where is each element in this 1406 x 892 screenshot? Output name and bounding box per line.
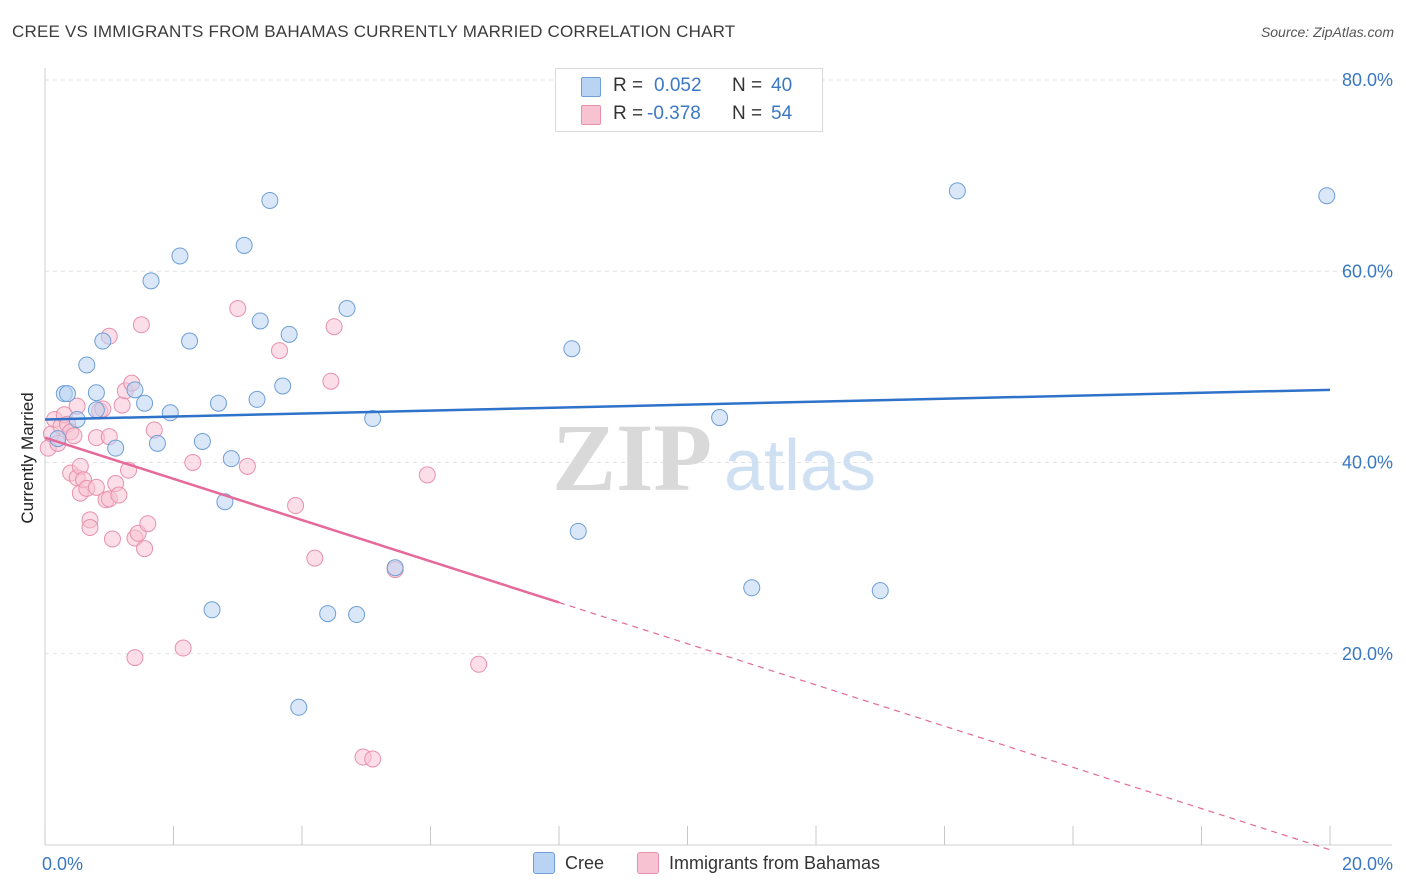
cree-point bbox=[563, 340, 581, 358]
bahamas-legend-swatch bbox=[637, 852, 659, 874]
cree-point bbox=[948, 182, 966, 200]
stats-n-label: N = bbox=[732, 75, 763, 96]
stats-row-cree: R = 0.052 N = 40 bbox=[556, 73, 822, 101]
x-tick-label: 20.0% bbox=[1342, 854, 1393, 874]
stats-r-value: -0.378 bbox=[647, 103, 701, 124]
y-tick-label: 80.0% bbox=[1342, 70, 1393, 90]
bahamas-point bbox=[184, 454, 202, 471]
cree-point bbox=[161, 404, 179, 422]
cree-point bbox=[364, 410, 382, 428]
axes bbox=[44, 68, 1392, 846]
cree-point bbox=[107, 439, 125, 457]
cree-point bbox=[58, 385, 76, 403]
legend-label: Immigrants from Bahamas bbox=[669, 853, 881, 873]
cree-point bbox=[280, 325, 298, 343]
bahamas-point bbox=[136, 540, 154, 558]
bahamas-point bbox=[306, 549, 324, 567]
bahamas-point bbox=[271, 342, 289, 360]
cree-point bbox=[743, 579, 761, 597]
cree-point bbox=[711, 409, 729, 427]
cree-point bbox=[222, 450, 240, 468]
cree-point bbox=[87, 384, 105, 402]
watermark: ZIP atlas bbox=[552, 404, 876, 511]
bahamas-point bbox=[325, 318, 343, 336]
legend-label: Cree bbox=[565, 853, 605, 873]
bahamas-point bbox=[87, 478, 105, 496]
cree-trend-line bbox=[44, 388, 1331, 421]
bahamas-point bbox=[174, 639, 192, 657]
cree-point bbox=[181, 332, 199, 350]
stats-n-value: 54 bbox=[771, 103, 793, 124]
cree-point bbox=[386, 559, 404, 577]
bahamas-point bbox=[238, 457, 256, 475]
cree-point bbox=[1318, 187, 1336, 205]
stats-box: R = 0.052 N = 40 R = -0.378 N = 54 bbox=[555, 68, 823, 132]
cree-point bbox=[871, 582, 889, 600]
bahamas-points bbox=[39, 300, 488, 768]
source-label: Source: ZipAtlas.com bbox=[1260, 24, 1394, 40]
cree-point bbox=[203, 601, 221, 619]
bahamas-point bbox=[229, 300, 247, 318]
bahamas-point bbox=[81, 519, 99, 537]
stats-row-bahamas: R = -0.378 N = 54 bbox=[556, 101, 822, 129]
watermark-zip: ZIP bbox=[552, 404, 712, 511]
stats-n-value: 40 bbox=[771, 75, 793, 96]
y-tick-label: 20.0% bbox=[1342, 644, 1393, 664]
cree-point bbox=[126, 381, 144, 399]
cree-point bbox=[142, 272, 160, 290]
cree-point bbox=[348, 606, 366, 624]
cree-point bbox=[136, 394, 154, 412]
bahamas-point bbox=[65, 427, 83, 445]
grid-lines bbox=[45, 79, 1392, 655]
cree-point bbox=[193, 432, 211, 450]
trend-lines bbox=[44, 388, 1331, 851]
stats-n-label: N = bbox=[732, 103, 763, 124]
bahamas-point bbox=[126, 649, 144, 667]
bahamas-point bbox=[364, 750, 382, 768]
cree-swatch bbox=[581, 77, 601, 97]
watermark-atlas: atlas bbox=[724, 426, 876, 506]
stats-r-value: 0.052 bbox=[654, 75, 702, 96]
stats-r-label: R = bbox=[613, 103, 644, 124]
bahamas-trend-line bbox=[44, 436, 560, 604]
bahamas-point bbox=[322, 372, 340, 390]
cree-point bbox=[290, 698, 308, 716]
cree-point bbox=[148, 434, 166, 452]
cree-point bbox=[248, 390, 266, 408]
cree-point bbox=[171, 247, 189, 265]
bahamas-point bbox=[132, 316, 150, 334]
bahamas-swatch bbox=[581, 105, 601, 125]
stats-r-label: R = bbox=[613, 75, 644, 96]
y-tick-label: 60.0% bbox=[1342, 261, 1393, 281]
bahamas-point bbox=[418, 466, 436, 484]
bahamas-point bbox=[287, 497, 305, 515]
cree-legend-swatch bbox=[533, 852, 555, 874]
cree-point bbox=[251, 312, 269, 330]
cree-point bbox=[94, 332, 112, 350]
x-tick-label: 0.0% bbox=[42, 854, 83, 874]
tick-labels: 20.0% 40.0% 60.0% 80.0% 0.0% 20.0% bbox=[42, 70, 1393, 874]
chart-title: CREE VS IMMIGRANTS FROM BAHAMAS CURRENTL… bbox=[12, 22, 736, 41]
bahamas-point bbox=[103, 530, 121, 548]
cree-point bbox=[87, 401, 105, 419]
bahamas-point bbox=[139, 515, 157, 533]
cree-point bbox=[235, 236, 253, 254]
cree-point bbox=[261, 191, 279, 209]
bahamas-point bbox=[470, 655, 488, 673]
cree-point bbox=[319, 605, 337, 623]
cree-point bbox=[569, 522, 587, 540]
cree-point bbox=[209, 394, 227, 412]
y-tick-label: 40.0% bbox=[1342, 453, 1393, 473]
cree-point bbox=[274, 377, 292, 395]
cree-points bbox=[49, 182, 1336, 716]
bahamas-trend-extension bbox=[558, 601, 1331, 851]
cree-point bbox=[78, 356, 96, 374]
bahamas-point bbox=[113, 396, 131, 414]
bahamas-point bbox=[110, 486, 128, 504]
cree-point bbox=[338, 300, 356, 318]
